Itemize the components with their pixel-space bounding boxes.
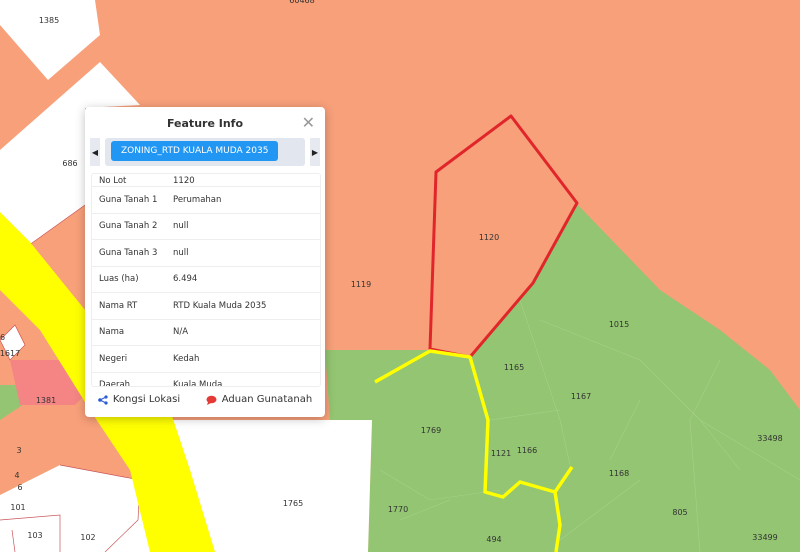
attribute-row: Luas (ha) 6.494 <box>92 267 320 293</box>
attribute-row: Guna Tanah 1 Perumahan <box>92 187 320 214</box>
report-landuse-button[interactable]: Aduan Gunatanah <box>206 394 312 405</box>
parcel-white[interactable] <box>0 324 26 361</box>
tab-zoning-rtd-kuala-muda[interactable]: ZONING_RTD KUALA MUDA 2035 <box>111 141 279 161</box>
lot-label: 1385 <box>39 16 59 25</box>
attribute-key: Guna Tanah 1 <box>99 194 158 205</box>
tab-prev-arrow-icon[interactable]: ◀ <box>90 138 100 166</box>
lot-label: 494 <box>486 535 501 544</box>
attribute-row: Nama RT RTD Kuala Muda 2035 <box>92 293 320 320</box>
attribute-row: Guna Tanah 2 null <box>92 214 320 240</box>
lot-label: 33499 <box>752 533 777 542</box>
zone-green[interactable] <box>325 203 800 552</box>
attribute-value: Kedah <box>173 353 200 364</box>
chat-bubble-icon <box>206 395 217 405</box>
lot-label: 1769 <box>421 426 441 435</box>
attribute-key: Guna Tanah 3 <box>99 247 158 258</box>
lot-label: 6 <box>17 483 22 492</box>
lot-label: 1168 <box>609 469 629 478</box>
attribute-value: Kuala Muda <box>173 380 223 387</box>
report-landuse-label: Aduan Gunatanah <box>221 394 313 405</box>
attribute-row: Daerah Kuala Muda <box>92 373 320 387</box>
attribute-key: Negeri <box>99 353 128 364</box>
lot-label: 103 <box>27 531 42 540</box>
attribute-key: Nama <box>99 327 125 338</box>
lot-label: 1120 <box>479 233 499 242</box>
attribute-value: 6.494 <box>173 274 198 285</box>
lot-label: 1166 <box>517 446 537 455</box>
attribute-key: No Lot <box>99 176 127 186</box>
attribute-key: Daerah <box>99 380 131 387</box>
lot-label: 1381 <box>36 396 56 405</box>
parcel-white[interactable] <box>0 465 150 552</box>
layer-tabs: ZONING_RTD KUALA MUDA 2035 <box>105 138 305 166</box>
lot-label: 1121 <box>491 449 511 458</box>
attribute-value: null <box>173 247 189 258</box>
lot-label: 686 <box>62 159 77 168</box>
lot-label: 33498 <box>757 434 782 443</box>
lot-label: 805 <box>672 508 687 517</box>
lot-label: 1617 <box>0 349 20 358</box>
attribute-value: RTD Kuala Muda 2035 <box>173 300 267 311</box>
road-line <box>553 466 574 493</box>
lot-label: 4 <box>14 471 19 480</box>
popup-title: Feature Info <box>166 117 244 130</box>
attribute-key: Guna Tanah 2 <box>99 221 158 232</box>
lot-label: 1765 <box>283 499 303 508</box>
lot-label: 16 <box>0 333 5 342</box>
lot-label: 102 <box>80 533 95 542</box>
close-icon[interactable]: ✕ <box>301 113 315 132</box>
attribute-key: Nama RT <box>99 300 138 311</box>
attribute-row: Negeri Kedah <box>92 346 320 373</box>
lot-label: 101 <box>10 503 25 512</box>
attribute-value: Perumahan <box>173 194 222 205</box>
lot-label: 1015 <box>609 320 629 329</box>
attribute-row: No Lot 1120 <box>92 174 320 187</box>
lot-label: 1770 <box>388 505 408 514</box>
parcel-white[interactable] <box>160 420 372 552</box>
tab-next-arrow-icon[interactable]: ▶ <box>310 138 320 166</box>
lot-label: 1165 <box>504 363 524 372</box>
share-location-label: Kongsi Lokasi <box>112 394 181 405</box>
attribute-key: Luas (ha) <box>99 274 139 285</box>
lot-label: 60468 <box>289 0 314 5</box>
feature-info-popup: Feature Info ✕ ◀ ZONING_RTD KUALA MUDA 2… <box>85 107 325 417</box>
attribute-table[interactable]: No Lot 1120 Guna Tanah 1 Perumahan Guna Tana… <box>91 173 321 387</box>
parcel-white[interactable] <box>0 0 100 80</box>
lot-label: 3 <box>16 446 21 455</box>
lot-label: 1119 <box>351 280 371 289</box>
attribute-row: Guna Tanah 3 null <box>92 240 320 267</box>
attribute-value: null <box>173 221 189 232</box>
layer-tab-bar: ◀ ZONING_RTD KUALA MUDA 2035 ▶ <box>90 138 320 166</box>
attribute-row: Nama N/A <box>92 320 320 346</box>
attribute-value: 1120 <box>173 176 195 186</box>
attribute-value: N/A <box>173 327 189 338</box>
lot-label: 1167 <box>571 392 591 401</box>
share-location-button[interactable]: Kongsi Lokasi <box>98 394 180 405</box>
share-icon <box>98 394 108 405</box>
parcel-white[interactable] <box>0 62 140 248</box>
road-line <box>374 349 562 552</box>
